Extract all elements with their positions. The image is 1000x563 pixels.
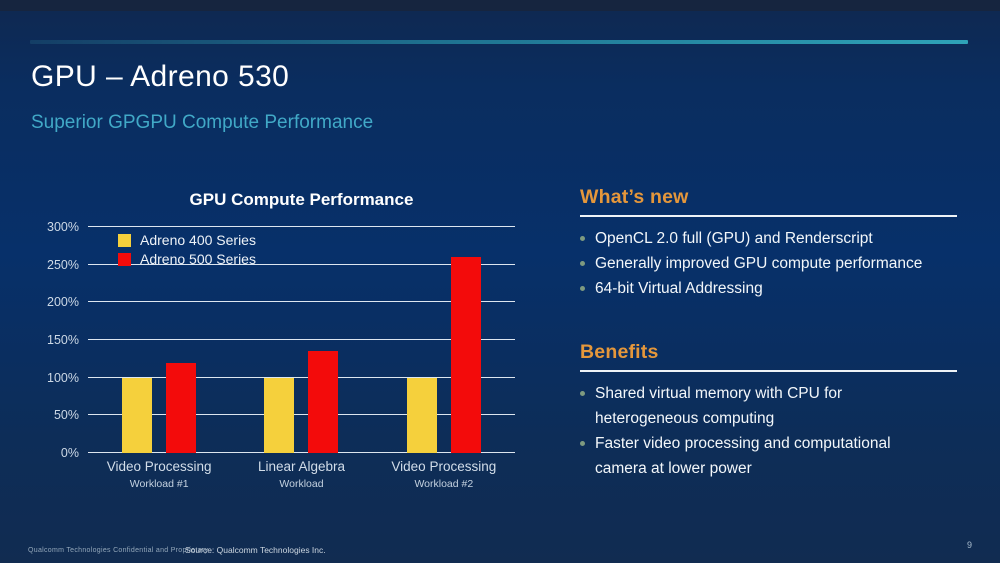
whats-new-underline bbox=[580, 215, 957, 217]
gridline bbox=[88, 301, 515, 303]
x-axis-category-label: Video Processing Workload #1 bbox=[88, 459, 230, 490]
whats-new-section: What’s new OpenCL 2.0 full (GPU) and Ren… bbox=[580, 186, 970, 301]
bullet-icon bbox=[580, 236, 585, 241]
bar bbox=[122, 377, 153, 453]
legend-item: Adreno 500 Series bbox=[118, 251, 256, 267]
y-axis-tick-label: 150% bbox=[47, 333, 79, 347]
gridline bbox=[88, 376, 515, 378]
x-axis-category-label: Video Processing Workload #2 bbox=[373, 459, 515, 490]
benefits-section: Benefits Shared virtual memory with CPU … bbox=[580, 341, 970, 481]
list-item-text: Faster video processing and computationa… bbox=[595, 435, 891, 478]
legend-swatch-icon bbox=[118, 252, 131, 266]
category-label: Video Processing bbox=[106, 459, 212, 474]
bar-group bbox=[264, 227, 339, 453]
bar bbox=[406, 377, 437, 453]
whats-new-heading: What’s new bbox=[580, 186, 689, 208]
footer-confidential-text: Qualcomm Technologies Confidential and P… bbox=[28, 547, 209, 554]
bar bbox=[450, 257, 481, 453]
page-number: 9 bbox=[966, 540, 972, 550]
bar-group bbox=[122, 227, 197, 453]
y-axis-tick-label: 250% bbox=[47, 257, 79, 272]
chart-plot-area: Adreno 400 Series Adreno 500 Series 0% 50%… bbox=[47, 220, 515, 460]
list-item-text: Generally improved GPU compute performan… bbox=[595, 255, 923, 273]
list-item: OpenCL 2.0 full (GPU) and Renderscript bbox=[580, 226, 970, 251]
y-axis-tick-label: 100% bbox=[47, 370, 79, 385]
gridline bbox=[88, 414, 515, 416]
bullet-icon bbox=[580, 261, 585, 267]
gridline bbox=[88, 226, 515, 227]
footer-source-text: Source: Qualcomm Technologies Inc. bbox=[185, 545, 326, 555]
legend-label: Adreno 500 Series bbox=[140, 251, 256, 267]
bullet-icon bbox=[580, 286, 585, 292]
benefits-underline bbox=[580, 370, 957, 372]
list-item-text: OpenCL 2.0 full (GPU) and Renderscript bbox=[595, 230, 873, 247]
bar bbox=[308, 351, 339, 453]
list-item: Faster video processing and computationa… bbox=[580, 431, 970, 481]
top-strip bbox=[0, 0, 1000, 11]
category-label: Linear Algebra bbox=[257, 459, 346, 474]
bar bbox=[264, 377, 295, 453]
bullet-icon bbox=[580, 441, 585, 447]
category-label: Video Processing bbox=[391, 459, 497, 474]
benefits-heading: Benefits bbox=[580, 341, 659, 363]
list-item: 64-bit Virtual Addressing bbox=[580, 276, 970, 301]
x-axis-category-label: Linear Algebra Workload bbox=[230, 459, 372, 490]
list-item-text: 64-bit Virtual Addressing bbox=[595, 280, 763, 298]
gridline bbox=[88, 339, 515, 340]
category-sublabel: Workload bbox=[279, 478, 324, 490]
chart-legend: Adreno 400 Series Adreno 500 Series bbox=[118, 232, 256, 267]
benefits-list: Shared virtual memory with CPU for heter… bbox=[580, 381, 970, 481]
legend-swatch-icon bbox=[118, 233, 131, 247]
y-axis-tick-label: 300% bbox=[47, 220, 79, 234]
bullet-icon bbox=[580, 391, 585, 396]
category-sublabel: Workload #1 bbox=[129, 478, 189, 490]
legend-label: Adreno 400 Series bbox=[140, 232, 256, 248]
page-subtitle: Superior GPGPU Compute Performance bbox=[31, 112, 374, 133]
list-item: Generally improved GPU compute performan… bbox=[580, 251, 970, 276]
category-sublabel: Workload #2 bbox=[414, 478, 474, 490]
y-axis-tick-label: 200% bbox=[47, 295, 79, 310]
gridline bbox=[88, 263, 515, 265]
page-title: GPU – Adreno 530 bbox=[31, 60, 290, 93]
chart-x-axis-labels: Video Processing Workload #1 Linear Algebr… bbox=[88, 459, 515, 490]
chart-title: GPU Compute Performance bbox=[189, 190, 414, 209]
bar-groups bbox=[88, 227, 515, 453]
bar-group bbox=[406, 227, 481, 453]
list-item: Shared virtual memory with CPU for heter… bbox=[580, 381, 970, 431]
y-axis-tick-label: 0% bbox=[60, 446, 79, 460]
y-axis-tick-label: 50% bbox=[53, 408, 79, 423]
gridline bbox=[88, 452, 515, 453]
legend-item: Adreno 400 Series bbox=[118, 232, 256, 248]
teal-accent-line bbox=[30, 40, 968, 44]
bar bbox=[166, 362, 197, 453]
whats-new-list: OpenCL 2.0 full (GPU) and Renderscript G… bbox=[580, 226, 970, 301]
list-item-text: Shared virtual memory with CPU for heter… bbox=[595, 385, 843, 428]
